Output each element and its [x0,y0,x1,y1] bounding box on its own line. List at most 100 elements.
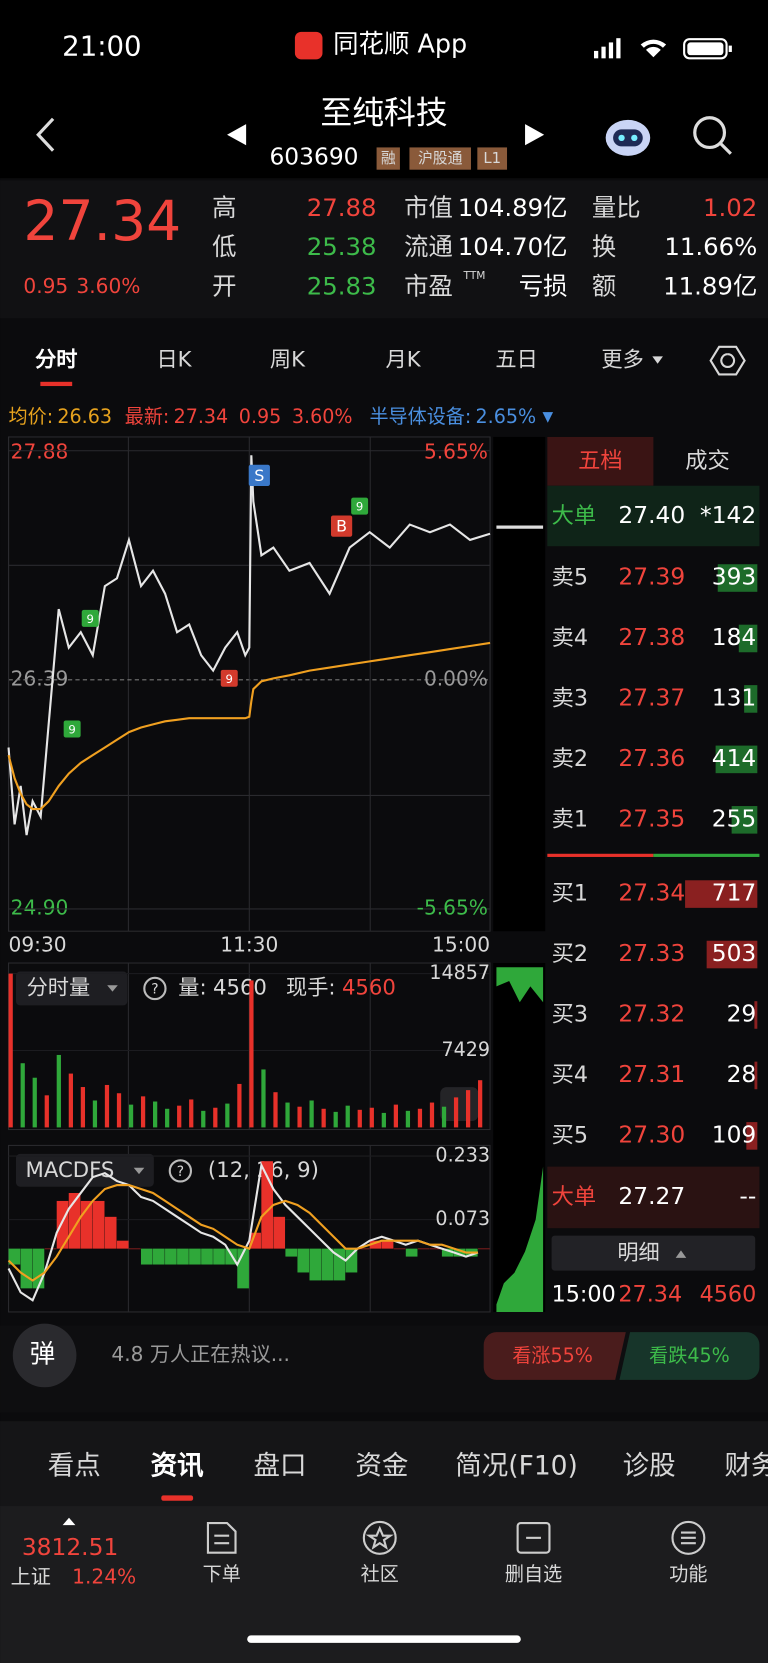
big-order [547,485,760,547]
nav-item[interactable]: 下单 [203,1562,241,1585]
macd-bar [116,1240,129,1249]
section-tab[interactable]: 诊股 [623,1450,676,1481]
bear-label: 看跌45% [649,1344,730,1367]
tab-indicator [40,381,73,387]
ob-label: 卖5 [552,565,588,591]
index-value[interactable]: 3812.51 [22,1533,118,1561]
divider-red [547,853,654,857]
volume-bar [321,1108,326,1128]
app-name: 同花顺 App [333,30,467,60]
danmu-button[interactable] [12,1323,77,1388]
bear-button[interactable] [619,1332,760,1380]
macd-bar [237,1248,249,1289]
volume: 4560 [213,975,267,1000]
tab[interactable]: 日K [156,348,192,373]
app-icon [294,31,323,60]
signal-label: 9 [356,500,363,514]
detail-button[interactable] [551,1235,756,1271]
y-tick-label: 7429 [441,1038,490,1061]
discussion: 4.8 万人正在热议... [111,1342,289,1366]
y-tick-label: -5.65% [417,895,488,919]
section-tab[interactable]: 盘口 [254,1450,307,1481]
macd-bar [80,1200,93,1249]
volume-bar [345,1105,350,1128]
ob-price: 27.36 [618,744,685,772]
tab[interactable]: 周K [270,348,306,373]
ob-volume: 109 [712,1120,757,1148]
prev-stock[interactable] [227,124,247,146]
stat-label: 流通 [404,232,453,261]
ob-volume: 717 [712,879,757,907]
volume-bar [56,1054,61,1128]
tab[interactable]: 更多 [601,348,643,373]
series-line [7,1184,478,1282]
volume-bar [92,1100,98,1128]
section-tab[interactable]: 资金 [355,1450,408,1481]
stat-label: 市盈 [404,271,453,300]
macd-bar [177,1248,189,1265]
section-tab[interactable]: 财务 [724,1450,768,1481]
help-icon[interactable] [168,1159,193,1183]
macd-bar [104,1216,117,1249]
volume-bar [165,1108,170,1128]
help-icon[interactable] [143,976,167,1001]
volume-bar [309,1100,314,1128]
volume-bar [381,1112,386,1128]
ob-tab[interactable]: 五档 [578,448,623,474]
tab-indicator [161,1495,194,1501]
stat-label: 量比 [592,193,641,222]
volume-selector[interactable] [15,971,128,1006]
big-order [547,1166,760,1229]
x-tick-label: 15:00 [432,933,490,957]
ob-volume: -- [739,1182,756,1210]
badge [409,147,471,170]
tab[interactable]: 月K [386,348,422,373]
nav-item[interactable]: 社区 [361,1562,399,1585]
volume-bar [68,1073,73,1128]
stat-label: 高 [212,193,236,222]
macd-bar [32,1248,45,1289]
assistant-icon[interactable] [605,119,651,156]
volume-bar [478,1080,483,1128]
y-tick-label: 27.88 [11,439,69,463]
ob-tab[interactable]: 成交 [685,448,730,474]
macd-bar [189,1248,201,1265]
status-icons [593,38,732,60]
tab[interactable]: 五日 [495,348,537,373]
macd-selector[interactable] [15,1153,154,1187]
ob-volume: 29 [727,999,757,1027]
macd-bar [92,1200,105,1249]
five-day-area [496,967,544,1003]
section-tab[interactable]: 资讯 [151,1450,205,1481]
section-tab[interactable]: 简况(F10) [455,1450,578,1481]
macd-bar [249,1232,261,1249]
next-stock[interactable] [525,124,545,146]
macd-bar [225,1248,237,1265]
ob-label: 买5 [552,1122,588,1148]
volume-bar [333,1111,338,1128]
section-tab[interactable]: 看点 [48,1450,101,1481]
search-button[interactable] [693,116,732,155]
y-tick-label: 0.00% [424,666,488,690]
volume-bar [44,1095,49,1128]
nav-item[interactable]: 功能 [669,1562,707,1585]
latest-label: 最新: [125,404,170,427]
signal-label: 9 [86,612,93,626]
section-tabs [0,1421,768,1507]
back-button[interactable] [36,117,55,152]
volume-bar [369,1107,374,1128]
settings[interactable] [709,345,746,376]
stat-value: 104.70亿 [458,232,568,261]
volume-bar [104,1084,110,1128]
signal-label: S [254,466,264,485]
y-tick-label: 0.073 [435,1207,490,1230]
stat-value: 亏损 [519,271,568,300]
bull-button[interactable] [483,1332,626,1380]
change: 0.95 [239,404,281,427]
nav-item[interactable]: 删自选 [505,1562,562,1585]
divider-green [653,853,760,857]
volume-bar [32,1077,37,1128]
badge-text: 沪股通 [418,150,463,167]
tab[interactable]: 分时 [35,348,77,373]
